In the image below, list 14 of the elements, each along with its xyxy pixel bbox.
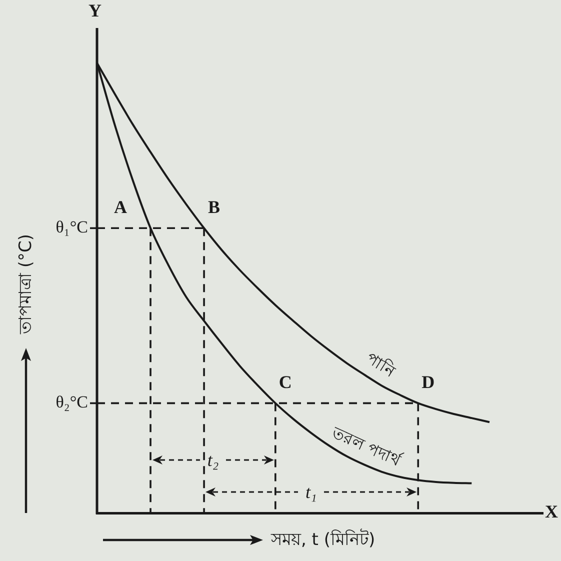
text: X [545,502,558,522]
annotation: t₂ [207,449,219,472]
ref-line-label: θ₁°C [56,218,88,237]
x-axis-title: সময়, t (মিনিট) [271,528,376,552]
annotation: t₁ [305,481,317,504]
annotation: D [422,372,435,392]
annotation: A [114,196,128,217]
y-axis-title: তাপমাত্রা (°C) [15,234,37,334]
text: Y [88,0,102,21]
text: তরল পদার্থ [328,422,405,471]
ref-line-label: θ₂°C [56,392,88,412]
text: পানি [362,348,400,381]
annotation: C [278,372,292,392]
annotation: B [208,196,220,217]
